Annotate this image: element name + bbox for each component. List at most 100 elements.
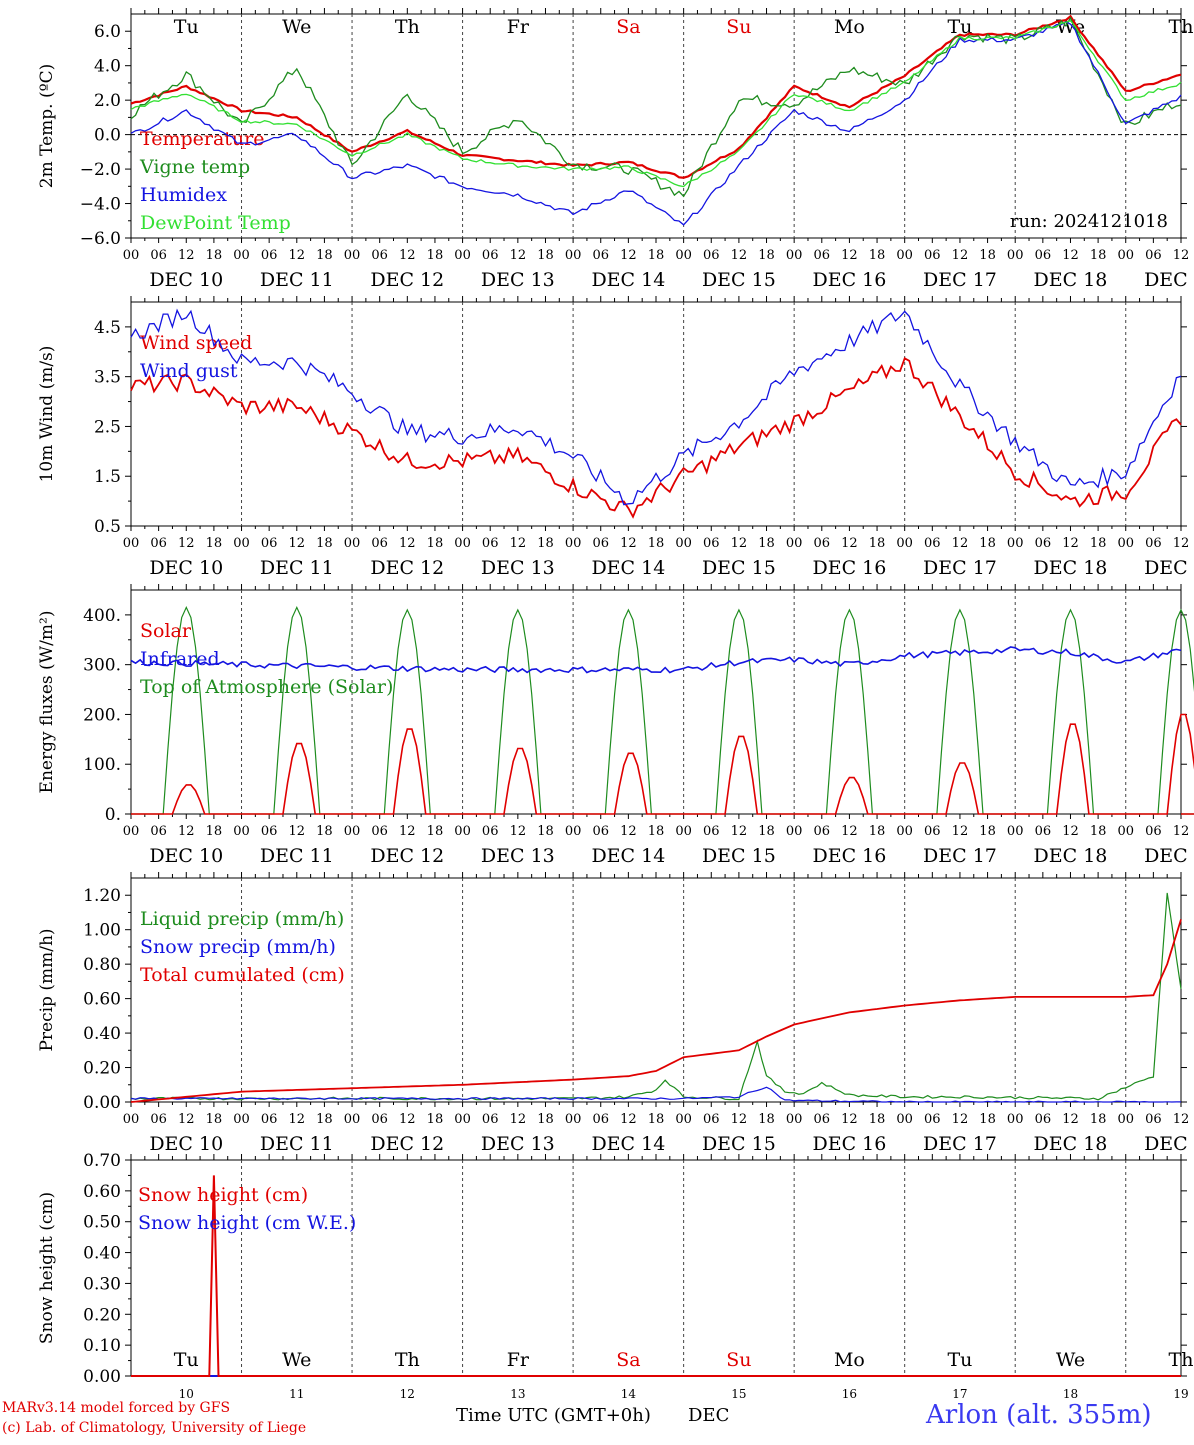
day-number: 10 [179, 1387, 194, 1401]
hour-tick-label: 06 [814, 1112, 831, 1127]
hour-tick-label: 06 [703, 824, 720, 839]
hour-tick-label: 12 [1062, 824, 1079, 839]
date-label: DEC 19 [1144, 557, 1194, 579]
infrared-line [130, 646, 1182, 674]
hour-tick-label: 18 [537, 536, 554, 551]
hour-tick-label: 12 [841, 824, 858, 839]
hour-tick-label: 06 [924, 824, 941, 839]
hour-tick-label: 06 [371, 248, 388, 263]
hour-tick-label: 12 [178, 824, 195, 839]
date-label: DEC 17 [923, 557, 997, 579]
date-label: DEC 19 [1144, 269, 1194, 291]
day-label: We [1056, 1349, 1085, 1371]
hour-tick-label: 18 [206, 1112, 223, 1127]
date-label: DEC 11 [260, 1133, 334, 1155]
station-label: Arlon (alt. 355m) [926, 1400, 1152, 1430]
hour-tick-label: 00 [896, 536, 913, 551]
date-label: DEC 11 [260, 269, 334, 291]
day-label: Tu [947, 1349, 972, 1371]
hour-tick-label: 06 [1145, 536, 1162, 551]
hour-tick-label: 00 [1007, 248, 1024, 263]
hour-tick-label: 00 [454, 1112, 471, 1127]
hour-tick-label: 00 [565, 824, 582, 839]
hour-tick-label: 06 [1035, 248, 1052, 263]
hour-tick-label: 00 [233, 536, 250, 551]
y-tick-label: −6.0 [80, 229, 121, 249]
y-tick-label: 0.20 [83, 1059, 121, 1079]
hour-tick-label: 18 [648, 248, 665, 263]
hour-tick-label: 06 [592, 824, 609, 839]
hour-tick-label: 06 [1145, 1112, 1162, 1127]
y-axis-label: 2m Temp. (ºC) [37, 64, 57, 189]
hour-tick-label: 12 [289, 248, 306, 263]
day-label: We [282, 1349, 311, 1371]
hour-tick-label: 06 [814, 536, 831, 551]
day-number: 18 [1063, 1387, 1078, 1401]
y-axis-label: Precip (mm/h) [37, 928, 57, 1051]
hour-tick-label: 00 [786, 536, 803, 551]
day-label: Sa [616, 1349, 640, 1371]
hour-tick-label: 18 [869, 1112, 886, 1127]
day-label: Mo [834, 16, 865, 38]
date-label: DEC 14 [591, 557, 665, 579]
hour-tick-label: 12 [399, 824, 416, 839]
hour-tick-label: 18 [869, 248, 886, 263]
hour-tick-label: 00 [123, 248, 140, 263]
hour-tick-label: 18 [758, 536, 775, 551]
hour-tick-label: 00 [454, 536, 471, 551]
date-label: DEC 13 [481, 269, 555, 291]
hour-tick-label: 12 [952, 536, 969, 551]
hour-tick-label: 18 [1090, 1112, 1107, 1127]
date-label: DEC 12 [370, 557, 444, 579]
day-label: Tu [174, 16, 199, 38]
hour-tick-label: 06 [261, 1112, 278, 1127]
y-tick-label: 100. [83, 755, 121, 775]
hour-tick-label: 06 [592, 248, 609, 263]
hour-tick-label: 00 [675, 824, 692, 839]
hour-tick-label: 18 [427, 824, 444, 839]
legend-entry: Liquid precip (mm/h) [140, 908, 344, 930]
hour-tick-label: 00 [1007, 824, 1024, 839]
hour-tick-label: 00 [675, 536, 692, 551]
hour-tick-label: 18 [979, 1112, 996, 1127]
credit-line-2: (c) Lab. of Climatology, University of L… [2, 1420, 307, 1436]
date-label: DEC 16 [812, 269, 886, 291]
hour-tick-label: 12 [399, 1112, 416, 1127]
legend-entry: Snow height (cm) [138, 1184, 308, 1206]
y-tick-label: 0.00 [83, 1093, 121, 1113]
hour-tick-label: 18 [979, 248, 996, 263]
hour-tick-label: 12 [952, 248, 969, 263]
date-label: DEC 16 [812, 557, 886, 579]
legend-entry: Total cumulated (cm) [140, 964, 345, 986]
hour-tick-label: 06 [1035, 1112, 1052, 1127]
date-label: DEC 13 [481, 1133, 555, 1155]
hour-tick-label: 12 [510, 824, 527, 839]
date-label: DEC 16 [812, 845, 886, 867]
date-label: DEC 15 [702, 1133, 776, 1155]
hour-tick-label: 12 [1173, 824, 1190, 839]
hour-tick-label: 06 [1145, 824, 1162, 839]
y-tick-label: 1.5 [94, 467, 121, 487]
hour-tick-label: 00 [1007, 1112, 1024, 1127]
hour-tick-label: 12 [620, 248, 637, 263]
hour-tick-label: 12 [952, 1112, 969, 1127]
hour-tick-label: 06 [261, 824, 278, 839]
day-label: Mo [834, 1349, 865, 1371]
day-number: 15 [731, 1387, 746, 1401]
hour-tick-label: 12 [289, 824, 306, 839]
day-label: Tu [174, 1349, 199, 1371]
hour-tick-label: 06 [1145, 248, 1162, 263]
y-tick-label: 0.40 [83, 1024, 121, 1044]
y-tick-label: 1.00 [83, 921, 121, 941]
hour-tick-label: 06 [261, 536, 278, 551]
hour-tick-label: 18 [537, 248, 554, 263]
hour-tick-label: 18 [758, 824, 775, 839]
date-label: DEC 13 [481, 845, 555, 867]
hour-tick-label: 18 [316, 1112, 333, 1127]
hour-tick-label: 18 [206, 824, 223, 839]
hour-tick-label: 12 [731, 1112, 748, 1127]
legend-entry: Vigne temp [139, 156, 250, 178]
hour-tick-label: 00 [786, 248, 803, 263]
hour-tick-label: 06 [814, 248, 831, 263]
day-number: 13 [510, 1387, 525, 1401]
